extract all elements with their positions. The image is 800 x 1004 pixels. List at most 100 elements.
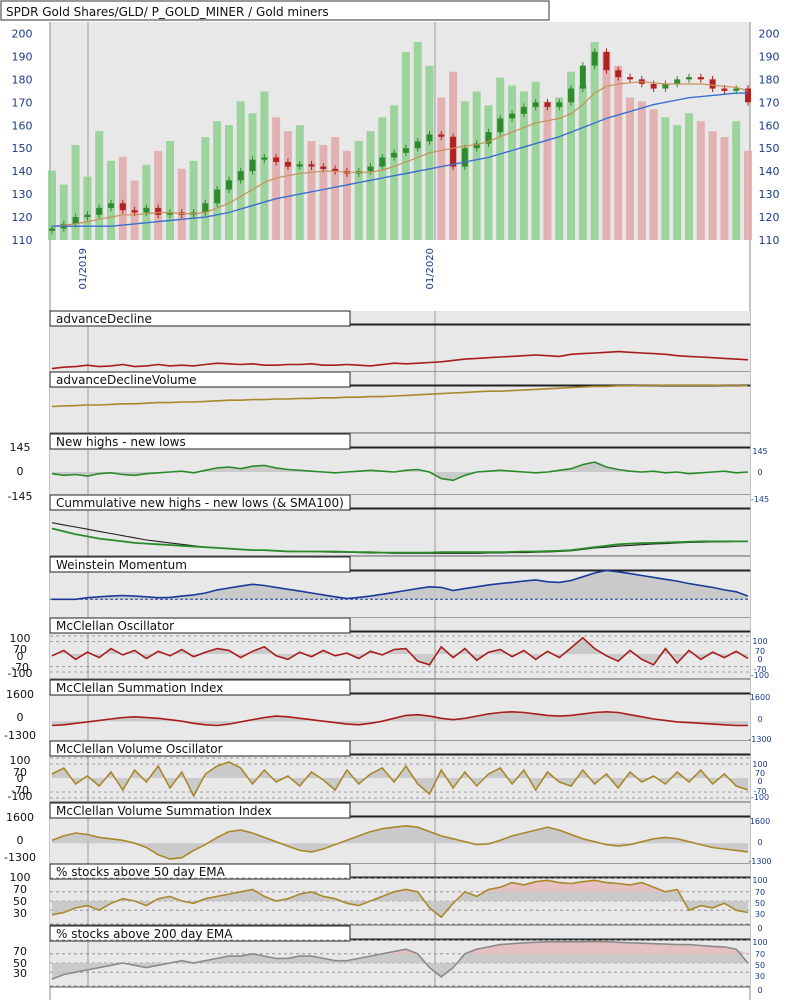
volume-bar xyxy=(118,156,127,240)
volume-bar xyxy=(637,101,646,241)
volume-bar xyxy=(437,97,446,240)
panel-ytick-right-7-2: -1300 xyxy=(748,735,771,744)
main-ytick-left-8: 190 xyxy=(12,50,33,63)
candle xyxy=(509,113,516,119)
panel-line-5 xyxy=(52,569,749,601)
ma-long-line xyxy=(52,92,748,227)
candle xyxy=(485,132,492,144)
candle xyxy=(320,166,327,169)
panel-ytick-left-6-2: 0 xyxy=(17,650,24,663)
panel-overbought-11 xyxy=(52,941,748,954)
candle xyxy=(627,77,634,80)
candle xyxy=(603,51,610,71)
volume-bar xyxy=(685,113,694,240)
panel-ytick-left-11-2: 30 xyxy=(13,967,27,980)
volume-bar xyxy=(307,141,316,240)
panel-ytick-right-8-3: -70 xyxy=(753,787,766,796)
volume-bar xyxy=(696,121,705,240)
panel-title-5: Weinstein Momentum xyxy=(56,558,187,572)
candle xyxy=(96,207,103,215)
panel-line-10 xyxy=(51,879,749,919)
candle xyxy=(591,51,598,66)
panel-ytick-right-9-2: -1300 xyxy=(748,857,771,866)
candle xyxy=(119,203,126,211)
candle xyxy=(49,228,55,231)
candle xyxy=(709,79,716,89)
volume-bar xyxy=(366,131,375,240)
panel-ytick-left-3-2: -145 xyxy=(8,490,33,503)
panel-line-9 xyxy=(51,824,749,860)
panel-line-7 xyxy=(51,710,748,727)
main-ytick-right-1: 120 xyxy=(759,211,780,224)
panel-ytick-right-11-1: 70 xyxy=(755,950,765,959)
volume-bar xyxy=(283,131,292,240)
volume-bar xyxy=(342,150,351,240)
panel-ytick-left-9-2: -1300 xyxy=(4,851,36,864)
panel-ytick-left-7-0: 1600 xyxy=(6,688,34,701)
candle xyxy=(532,102,539,107)
volume-bar xyxy=(460,101,469,241)
volume-bar xyxy=(260,91,269,240)
panel-ytick-right-8-0: 100 xyxy=(752,760,767,769)
panel-title-7: McClellan Summation Index xyxy=(56,681,223,695)
panel-line-6 xyxy=(51,636,749,666)
panel-ytick-left-9-0: 1600 xyxy=(6,811,34,824)
panel-ytick-right-7-0: 1600 xyxy=(750,693,770,702)
candle xyxy=(72,217,79,224)
panel-title-6: McClellan Oscillator xyxy=(56,619,174,633)
volume-bar xyxy=(673,125,682,240)
volume-bar xyxy=(578,85,587,240)
main-ytick-right-0: 110 xyxy=(759,234,780,247)
panel-ytick-left-3-1: 0 xyxy=(17,465,24,478)
main-ytick-left-6: 170 xyxy=(12,96,33,109)
volume-bar xyxy=(331,137,340,240)
panel-ytick-left-6-1: 70 xyxy=(13,643,27,656)
panel-ytick-right-8-4: -100 xyxy=(751,793,769,802)
panel-title-1: advanceDecline xyxy=(56,312,152,326)
candle xyxy=(379,157,386,167)
x-date-label-1: 01/2020 xyxy=(425,248,436,290)
panel-ytick-right-10-2: 50 xyxy=(755,899,765,908)
panel-ytick-right-6-4: -100 xyxy=(751,671,769,680)
candle xyxy=(473,143,480,149)
candle xyxy=(556,102,563,107)
candle xyxy=(697,77,704,80)
panel-ytick-right-10-3: 30 xyxy=(755,910,765,919)
ma-short-line xyxy=(51,81,749,227)
main-ytick-right-4: 150 xyxy=(759,142,780,155)
panel-ytick-left-11-1: 50 xyxy=(13,957,27,970)
panel-ytick-left-8-3: -70 xyxy=(11,784,29,797)
volume-bar xyxy=(484,105,493,240)
volume-bar xyxy=(708,131,717,240)
panel-line-4 xyxy=(51,527,748,554)
panel-ytick-right-11-4: 0 xyxy=(757,986,762,995)
main-ytick-right-8: 190 xyxy=(759,50,780,63)
candle xyxy=(414,141,421,149)
panel-title-11: % stocks above 200 day EMA xyxy=(56,927,233,941)
candle xyxy=(131,210,138,213)
main-ytick-right-2: 130 xyxy=(759,188,780,201)
panel-title-8: McClellan Volume Oscillator xyxy=(56,742,223,756)
main-ytick-right-6: 170 xyxy=(759,96,780,109)
volume-bar xyxy=(95,131,104,240)
candle xyxy=(461,148,468,167)
volume-bar xyxy=(567,71,576,240)
candle xyxy=(107,203,114,208)
title-box xyxy=(0,0,550,21)
candle xyxy=(520,106,527,114)
candle xyxy=(202,203,209,213)
volume-bar xyxy=(59,184,68,240)
main-ytick-left-3: 140 xyxy=(12,165,33,178)
panel-ytick-left-8-2: 0 xyxy=(17,772,24,785)
main-ytick-left-9: 200 xyxy=(12,27,33,40)
candle xyxy=(273,157,280,162)
panel-ytick-right-7-1: 0 xyxy=(757,715,762,724)
panel-ytick-left-8-4: -100 xyxy=(8,790,33,803)
candle xyxy=(237,171,244,181)
main-ytick-right-5: 160 xyxy=(759,119,780,132)
panel-title-2: advanceDeclineVolume xyxy=(56,373,197,387)
candle xyxy=(143,207,150,213)
volume-bar xyxy=(319,144,328,240)
panel-ytick-left-7-1: 0 xyxy=(17,711,24,724)
